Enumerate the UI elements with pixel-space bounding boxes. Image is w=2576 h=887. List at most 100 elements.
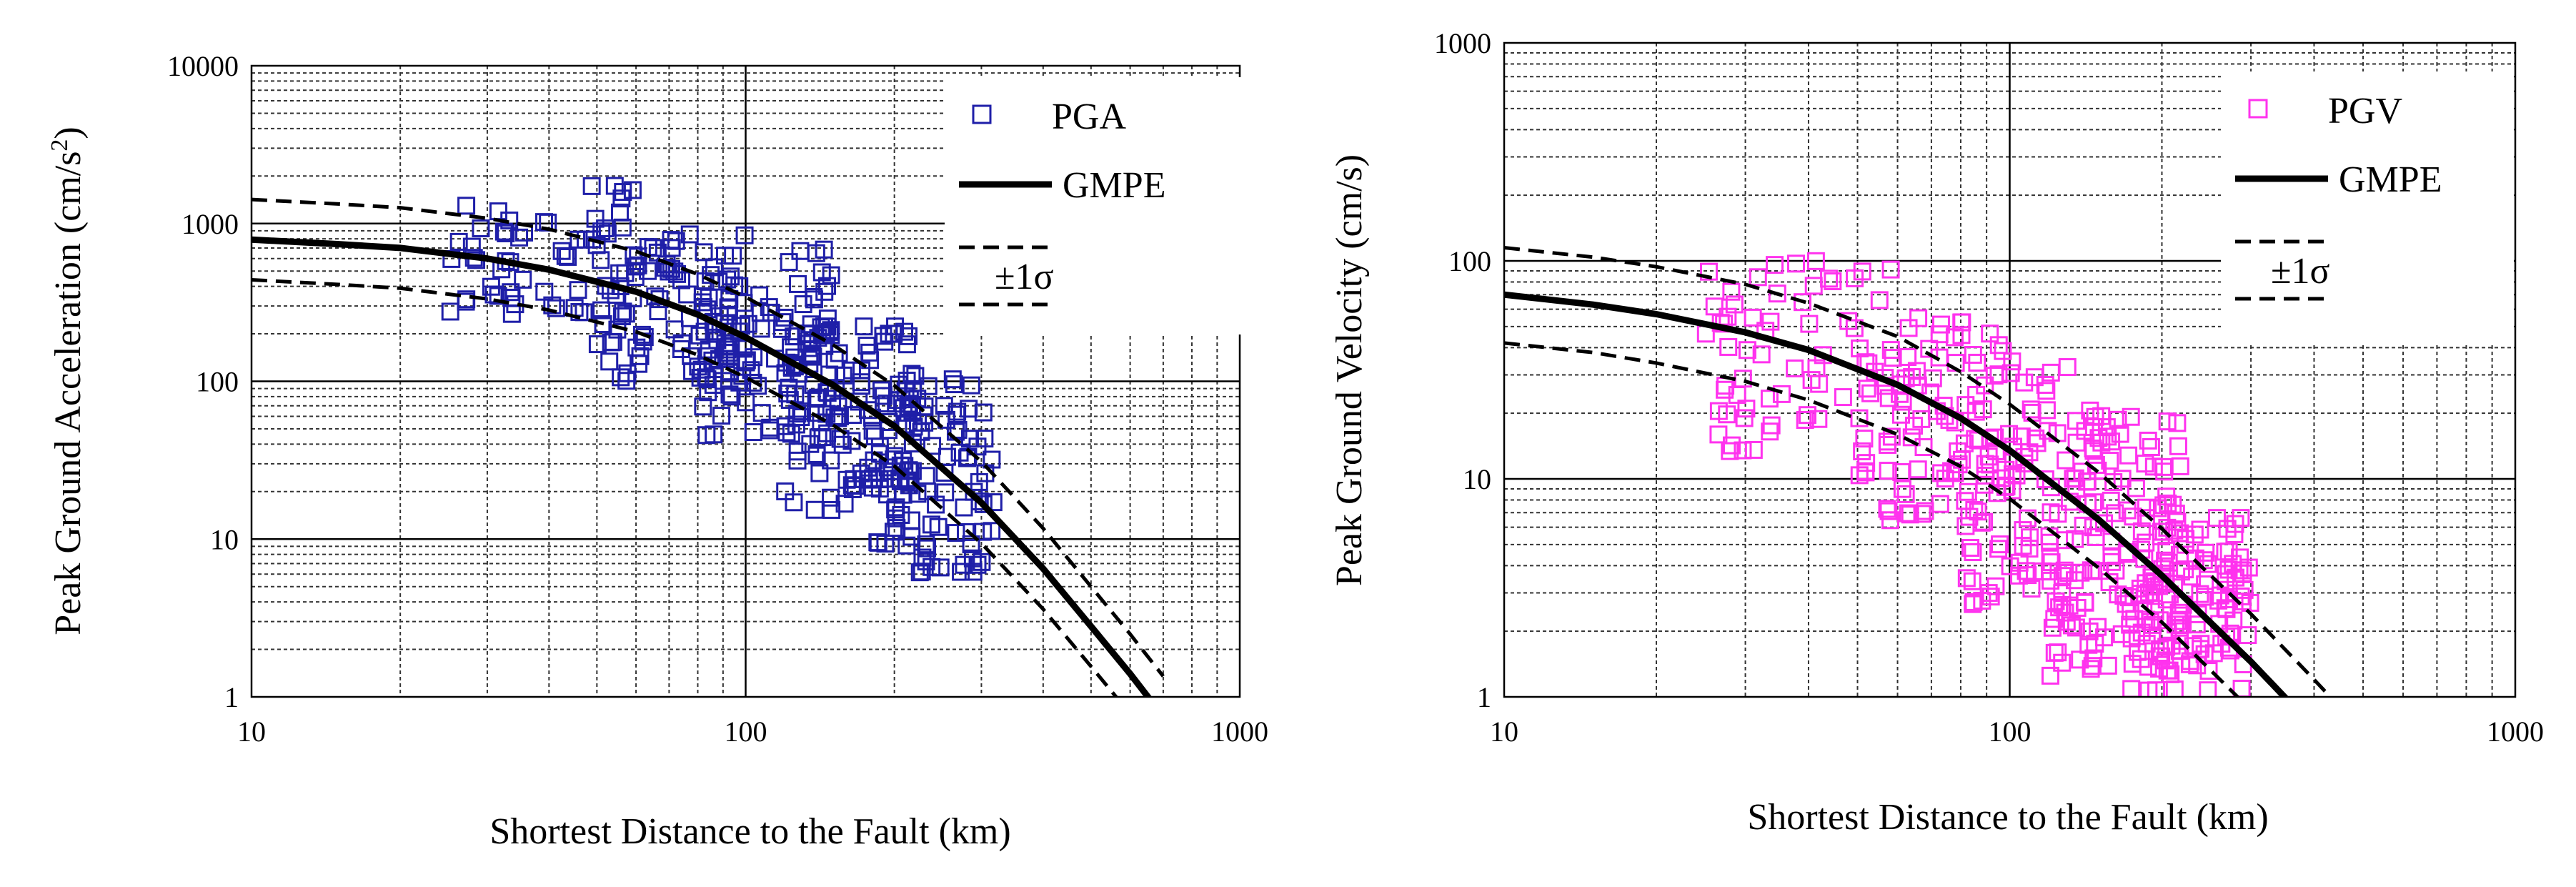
chart1-legend: PGA GMPE ±1σ [945, 77, 1245, 335]
chart1-data-point [960, 400, 978, 418]
chart1-data-point [780, 253, 798, 272]
chart1-data-point [704, 312, 722, 331]
chart1-data-point [735, 294, 753, 312]
chart1-data-point [960, 430, 979, 448]
chart2-data-point [2150, 659, 2169, 678]
chart1-data-point [945, 375, 963, 394]
chart1-data-point [936, 483, 955, 502]
chart1-data-point [592, 301, 611, 319]
chart2-data-point [1914, 438, 1933, 457]
chart2-data-point [1969, 502, 1987, 521]
chart1-data-point [787, 415, 805, 434]
chart2-data-point [2132, 623, 2151, 642]
chart1-legend-marker [972, 104, 992, 124]
chart2-data-point [2216, 542, 2234, 561]
chart1-data-point [850, 392, 868, 411]
chart1-data-point [857, 337, 876, 355]
chart1-data-point [569, 281, 587, 299]
chart1-data-point [737, 353, 755, 372]
chart2-data-point [1881, 341, 1900, 360]
chart2-data-point [1870, 291, 1889, 309]
chart1-data-point [812, 263, 831, 282]
chart2-data-point [1932, 464, 1951, 482]
chart2-data-point [2067, 412, 2086, 430]
chart1-y-tick-label: 1000 [181, 208, 239, 240]
chart1-gmpe-curves [252, 197, 1165, 697]
chart2-data-point [2056, 531, 2074, 550]
chart1-data-point [938, 447, 956, 466]
chart1-data-point [494, 222, 513, 241]
chart2-data-point [1894, 392, 1912, 411]
chart2-y-tick-label: 10 [1463, 463, 1491, 495]
chart1-data-point [441, 302, 459, 321]
chart1-data-point [923, 437, 942, 455]
chart1-data-point [970, 492, 989, 511]
chart2-data-point [1709, 425, 1728, 444]
chart2-data-point [2073, 462, 2092, 481]
chart2-data-point [2232, 509, 2250, 527]
chart2-data-point [2227, 568, 2245, 587]
chart2-data-point [2119, 588, 2138, 607]
chart1-data-point [801, 435, 820, 453]
chart2-data-point [1798, 406, 1816, 425]
chart2-data-point [2003, 352, 2021, 371]
chart2-data-point [1728, 386, 1746, 405]
chart2-data-point [2118, 501, 2137, 520]
chart1-data-point [698, 370, 717, 389]
chart1-data-point [973, 552, 991, 571]
chart2-data-point [1956, 396, 1975, 415]
chart2-data-point [1989, 365, 2008, 384]
chart1-data-point [918, 482, 937, 500]
chart1-data-point [596, 219, 615, 237]
chart1-data-point [878, 485, 897, 504]
chart2-data-point [1796, 411, 1814, 430]
chart2-data-point [2112, 625, 2131, 643]
chart2-data-point [2150, 647, 2169, 665]
chart2-data-point [2137, 509, 2155, 527]
chart2-data-point [1989, 540, 2008, 558]
chart2-data-point [1807, 359, 1826, 377]
chart1-data-point [788, 451, 807, 470]
chart2-data-point [2168, 414, 2187, 432]
chart2-data-point [2127, 479, 2145, 497]
chart1-data-point [662, 239, 681, 257]
chart1-data-point [822, 266, 840, 284]
chart1-data-point [984, 493, 1003, 512]
chart1-data-point [897, 536, 916, 555]
chart1-data-point [917, 535, 935, 554]
chart1-data-point [785, 327, 803, 346]
chart2-data-point [2074, 516, 2092, 535]
chart1-data-point [618, 364, 637, 382]
chart2-data-point [2132, 585, 2150, 603]
chart1-data-point [842, 476, 861, 495]
chart1-data-point [552, 242, 571, 260]
chart1-y-axis-label: Peak Ground Acceleration (cm/s2) [46, 127, 89, 635]
chart1-data-point [912, 563, 931, 581]
chart1-data-point [817, 277, 836, 295]
chart2-data-point [2025, 368, 2044, 387]
chart1-data-point [559, 247, 577, 266]
chart1-data-point [720, 344, 739, 362]
chart2-data-point [2065, 571, 2084, 590]
chart2-data-point [2122, 407, 2140, 426]
chart2-data-point [1761, 312, 1780, 331]
chart2-data-point [1916, 502, 1934, 520]
chart2-data-point [1891, 405, 1910, 424]
chart1-data-point [514, 270, 532, 289]
chart2-data-point [1963, 572, 1981, 590]
chart2-data-point [2053, 584, 2072, 603]
chart1-data-point [705, 425, 723, 444]
chart2-data-point [2169, 437, 2187, 455]
chart2-data-point [2170, 606, 2189, 625]
chart1-data-point [627, 338, 646, 357]
chart2-data-point [2101, 452, 2119, 470]
chart1-data-point [823, 390, 842, 408]
chart1-data-point [902, 511, 920, 530]
chart1-data-point [752, 404, 771, 422]
chart2-data-point [1878, 500, 1896, 518]
chart1-x-tick-label: 1000 [1211, 715, 1268, 748]
chart1-data-point [594, 315, 612, 334]
chart2-data-point [2157, 638, 2176, 656]
chart1-gmpe-upper-sigma [252, 197, 1165, 678]
